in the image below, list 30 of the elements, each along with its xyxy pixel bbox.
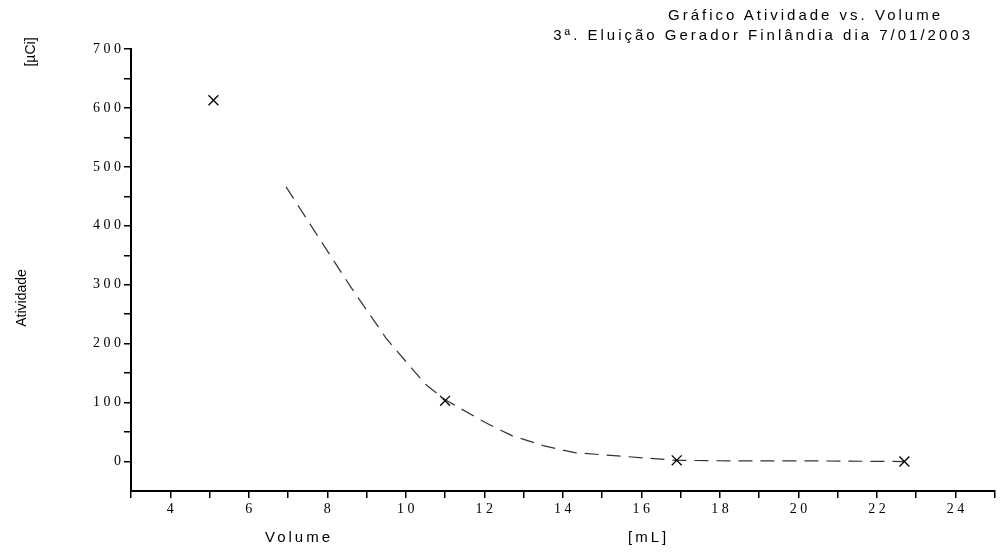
x-tick-label: 2 0 [789, 501, 808, 517]
x-tick-label: 1 6 [632, 501, 651, 517]
y-tick-label: 6 0 0 [93, 99, 121, 115]
x-tick-label: 2 4 [946, 501, 965, 517]
point [207, 94, 220, 106]
y-tick-label: 1 0 0 [93, 394, 121, 410]
text: [mL] [628, 528, 670, 545]
chart-title: Gráfico Atividade vs. Volume [668, 6, 943, 23]
x-tick-label: 2 2 [868, 501, 886, 517]
point [439, 395, 451, 407]
y-axis-title: Atividade [12, 269, 29, 327]
y-tick-label: 7 0 0 [93, 40, 121, 56]
y-tick-label: 3 0 0 [93, 276, 121, 292]
x-tick-label: 6 [245, 501, 253, 517]
point [671, 454, 683, 466]
y-tick-label: 2 0 0 [93, 335, 121, 351]
x-tick-label: 4 [166, 501, 174, 517]
x-tick-label: 8 [323, 501, 331, 517]
chart-subtitle: 3ª. Eluição Gerador Finlândia dia 7/01/2003 [553, 26, 973, 43]
y-tick-label: 4 0 0 [93, 217, 121, 233]
y-tick-label: 0 [114, 453, 121, 469]
point [898, 455, 910, 468]
x-tick-label: 1 8 [711, 501, 729, 517]
x-tick-label: 1 2 [475, 501, 494, 517]
x-tick-label: 1 0 [397, 501, 415, 517]
line-series [285, 186, 905, 463]
text: [µCi] [21, 37, 38, 67]
x-tick-label: 1 4 [554, 501, 572, 517]
x-axis-title: Volume [265, 528, 334, 545]
y-tick-label: 5 0 0 [93, 158, 121, 174]
